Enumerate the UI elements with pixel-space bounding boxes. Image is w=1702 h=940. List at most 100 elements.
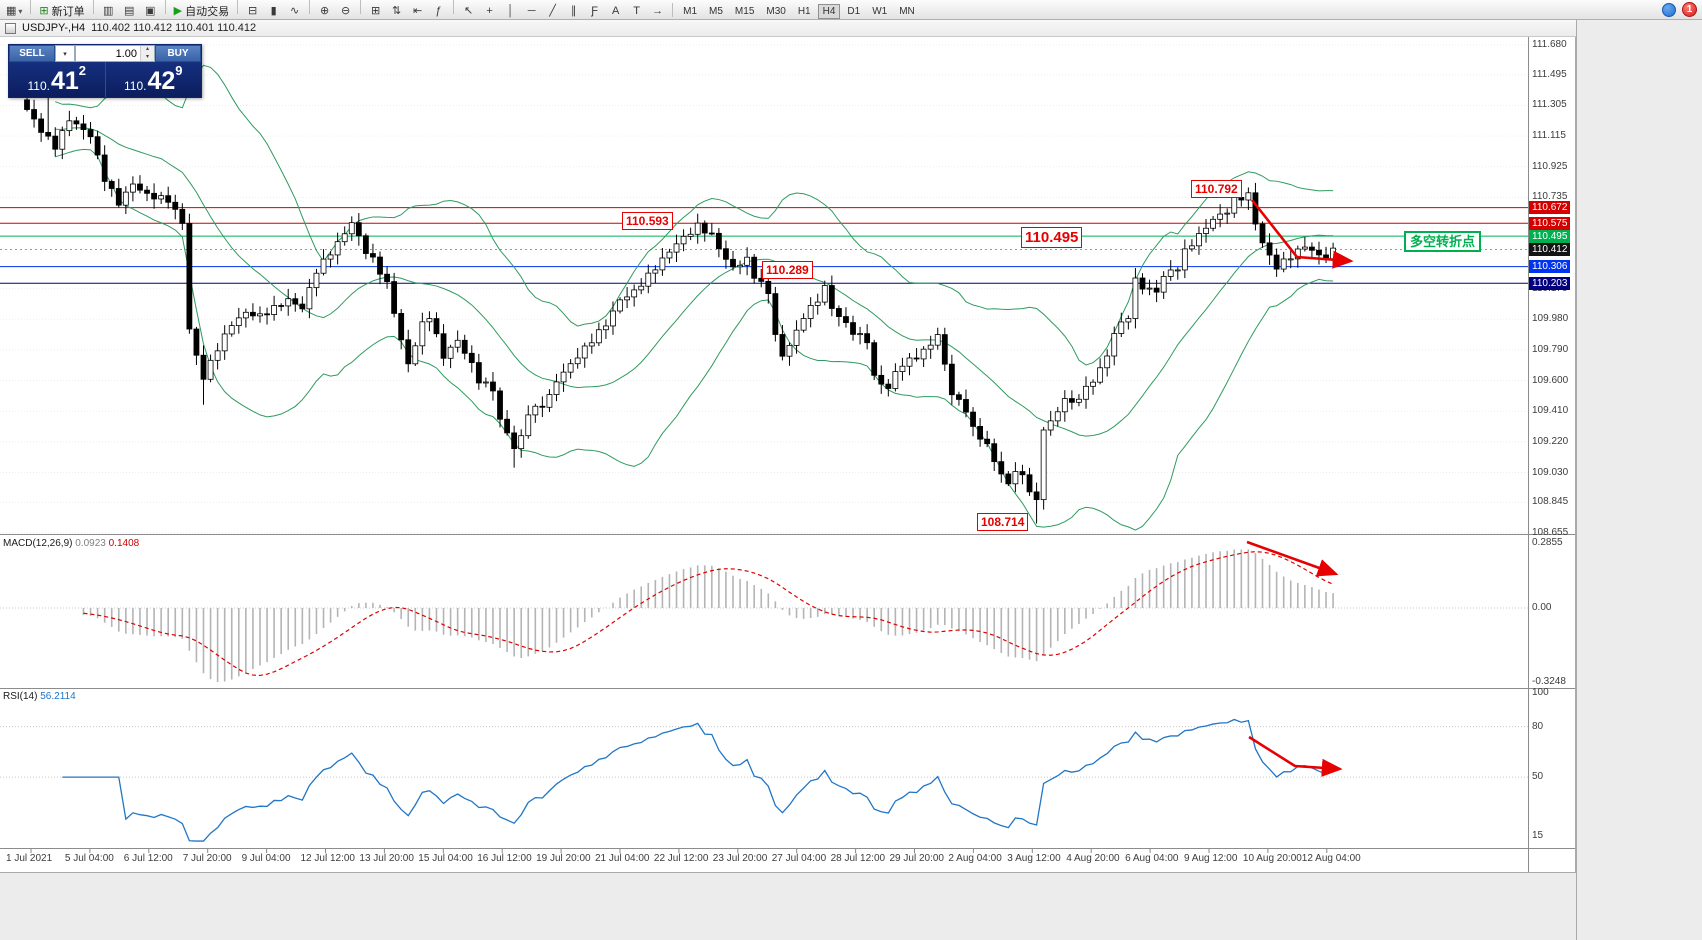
auto-scroll-icon: ⇅ <box>392 4 402 17</box>
crosshair[interactable]: + <box>480 3 499 20</box>
chart-selector-caret-icon: ▾ <box>18 6 23 16</box>
indicators-icon: ƒ <box>435 4 442 17</box>
order-type-dropdown[interactable]: ▾ <box>55 45 75 62</box>
candles-layer <box>24 64 1336 531</box>
timeframe-w1[interactable]: W1 <box>867 4 892 19</box>
autotrading-icon: ▶ <box>173 4 183 17</box>
chart-title: USDJPY-,H4 <box>22 22 86 34</box>
workspace-bottom-filler <box>0 872 1576 940</box>
buy-button[interactable]: BUY <box>155 45 201 62</box>
indicators[interactable]: ƒ <box>429 3 448 20</box>
bar-chart-mode[interactable]: ⊟ <box>243 3 262 20</box>
horizontal-line-tool-icon: ─ <box>527 4 536 17</box>
trend-arrow[interactable] <box>1248 735 1343 777</box>
candlestick-mode[interactable]: ▮ <box>264 3 283 20</box>
trendline-tool[interactable]: ╱ <box>543 3 562 20</box>
timeframe-m30[interactable]: M30 <box>761 4 790 19</box>
channel-tool[interactable]: ∥ <box>564 3 583 20</box>
timeframe-mn[interactable]: MN <box>894 4 920 19</box>
volume-up-button[interactable]: ▴ <box>141 46 154 54</box>
new-order-icon: ⊞ <box>39 4 49 17</box>
new-order[interactable]: ⊞ 新订单 <box>36 3 87 20</box>
zoom-in[interactable]: ⊕ <box>315 3 334 20</box>
line-chart-mode-icon: ∿ <box>290 4 300 17</box>
data-window-icon: ▤ <box>123 4 135 17</box>
buy-price-sup: 9 <box>175 63 183 78</box>
buy-price[interactable]: 110. 42 9 <box>106 62 202 97</box>
rsi-layer <box>62 718 1334 842</box>
timeframe-h1[interactable]: H1 <box>793 4 816 19</box>
volume-field: ▴ ▾ <box>75 45 155 62</box>
timeframe-d1[interactable]: D1 <box>842 4 865 19</box>
line-chart-mode[interactable]: ∿ <box>285 3 304 20</box>
text-label-tool[interactable]: T <box>627 3 646 20</box>
text-tool[interactable]: A <box>606 3 625 20</box>
vertical-line-tool[interactable]: │ <box>501 3 520 20</box>
notification-badge[interactable]: 1 <box>1682 2 1697 17</box>
trendline-tool-icon: ╱ <box>549 4 556 17</box>
navigator[interactable]: ▣ <box>141 3 160 20</box>
sell-price-sup: 2 <box>78 63 86 78</box>
chart-selector[interactable]: ▦ ▾ <box>3 3 25 20</box>
chart-shift[interactable]: ⇤ <box>408 3 427 20</box>
volume-down-button[interactable]: ▾ <box>141 53 154 61</box>
horizontal-line-tool[interactable]: ─ <box>522 3 541 20</box>
text-label-tool-icon: T <box>633 4 640 17</box>
trade-panel-controls: SELL ▾ ▴ ▾ BUY <box>9 45 201 62</box>
chart-icon <box>5 22 16 34</box>
timeframe-toolbar: M1 M5 M15 M30 H1 H4 D1 W1 MN <box>677 1 921 19</box>
community-icon[interactable] <box>1662 2 1676 17</box>
zoom-in-icon: ⊕ <box>320 4 330 17</box>
timeframe-m15[interactable]: M15 <box>730 4 759 19</box>
channel-tool-icon: ∥ <box>570 4 577 17</box>
cursor[interactable]: ↖ <box>459 3 478 20</box>
toolbar-separator <box>164 0 166 14</box>
buy-price-big: 42 <box>147 67 176 95</box>
toolbar-separator <box>30 0 32 14</box>
chart-canvas[interactable] <box>0 0 1576 940</box>
timeframe-m1[interactable]: M1 <box>678 4 702 19</box>
chart-shift-icon: ⇤ <box>413 4 423 17</box>
vertical-line-tool-icon: │ <box>507 4 515 17</box>
crosshair-icon: + <box>486 4 493 17</box>
cursor-icon: ↖ <box>464 4 474 17</box>
data-window[interactable]: ▤ <box>120 3 139 20</box>
auto-scroll[interactable]: ⇅ <box>387 3 406 20</box>
sell-button[interactable]: SELL <box>9 45 55 62</box>
market-watch-icon: ▥ <box>102 4 114 17</box>
arrows-tool[interactable]: → <box>648 3 667 20</box>
trend-arrow[interactable] <box>1250 199 1354 269</box>
market-watch[interactable]: ▥ <box>99 3 118 20</box>
toolbar-right: 1 <box>1662 2 1697 17</box>
toolbar-separator <box>453 0 455 14</box>
autotrading[interactable]: ▶ 自动交易 <box>171 3 232 20</box>
toolbar-separator <box>360 0 362 14</box>
one-click-trading-panel: SELL ▾ ▴ ▾ BUY 110. 41 2 110. 42 9 <box>8 44 202 98</box>
trend-arrow[interactable] <box>1246 540 1339 577</box>
navigator-icon: ▣ <box>144 4 156 17</box>
tile-windows[interactable]: ⊞ <box>366 3 385 20</box>
arrows-tool-icon: → <box>652 4 664 17</box>
new-order-label: 新订单 <box>51 6 85 18</box>
text-tool-icon: A <box>611 4 620 17</box>
chart-quotes: 110.402 110.412 110.401 110.412 <box>91 22 257 34</box>
chart-titlebar: USDJPY-,H4 110.402 110.412 110.401 110.4… <box>0 20 1576 37</box>
bar-chart-mode-icon: ⊟ <box>248 4 258 17</box>
volume-stepper: ▴ ▾ <box>140 46 154 61</box>
tile-windows-icon: ⊞ <box>371 4 381 17</box>
timeframe-h4[interactable]: H4 <box>817 3 841 19</box>
main-toolbar: ▦ ▾ ⊞ 新订单 ▥ ▤ ▣ ▶ 自动交易 ⊟ ▮ ∿ ⊕ ⊖ ⊞ ⇅ ⇤ ƒ ↖ + │ ─ ╱ ∥ Ƒ A T → M1 M5 M1… <box>0 0 1702 20</box>
toolbar-separator <box>309 0 311 14</box>
zoom-out-icon: ⊖ <box>341 4 351 17</box>
sell-price[interactable]: 110. 41 2 <box>9 62 106 97</box>
volume-input[interactable] <box>76 46 140 61</box>
toolbar-groups: ▦ ▾ ⊞ 新订单 ▥ ▤ ▣ ▶ 自动交易 ⊟ ▮ ∿ ⊕ ⊖ ⊞ ⇅ ⇤ ƒ ↖ + │ ─ ╱ ∥ Ƒ A T → <box>2 0 668 20</box>
fibonacci-tool[interactable]: Ƒ <box>585 3 604 20</box>
autotrading-label: 自动交易 <box>185 6 230 18</box>
sell-price-prefix: 110. <box>27 79 50 93</box>
toolbar-separator <box>92 0 94 14</box>
timeframe-m5[interactable]: M5 <box>704 4 728 19</box>
buy-price-prefix: 110. <box>123 79 147 93</box>
zoom-out[interactable]: ⊖ <box>336 3 355 20</box>
